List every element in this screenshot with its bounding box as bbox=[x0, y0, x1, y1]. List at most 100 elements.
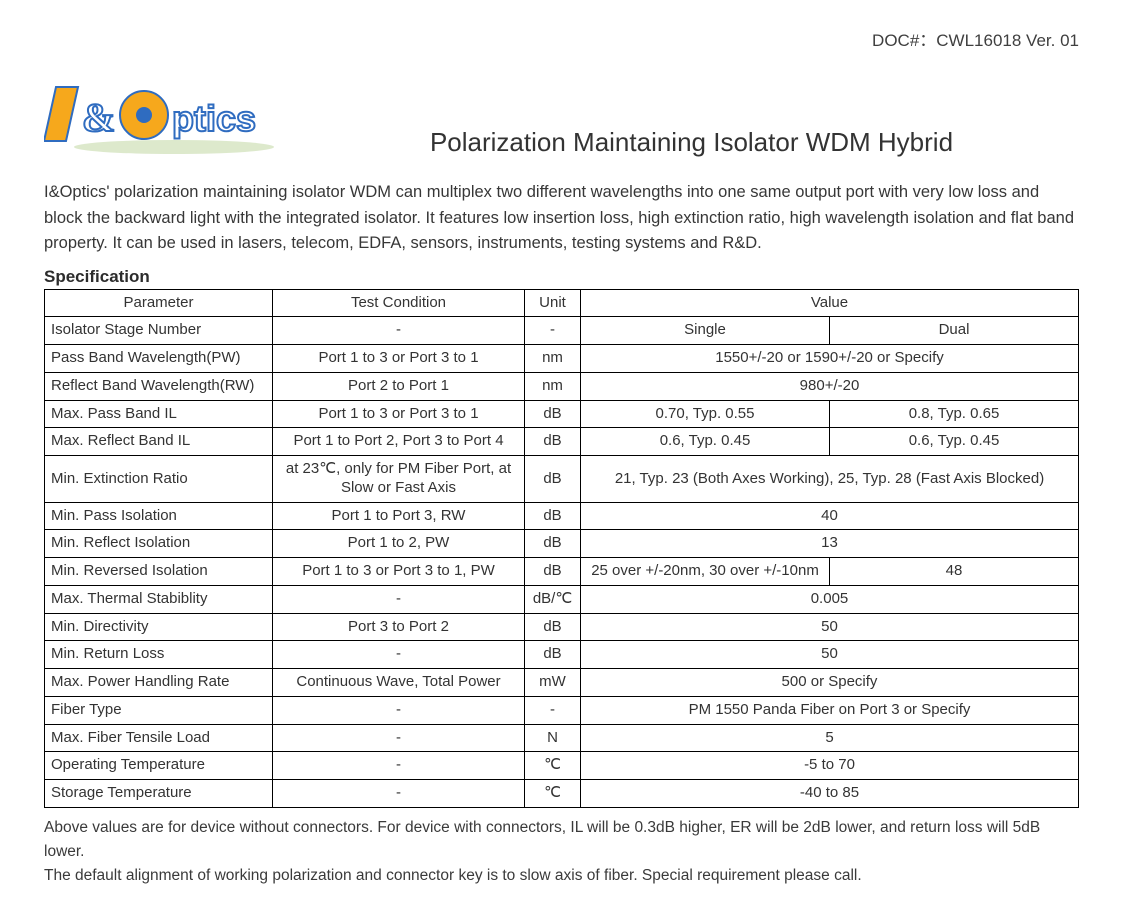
cell-cond: - bbox=[273, 696, 525, 724]
company-logo: & ptics bbox=[44, 79, 304, 160]
cell-cond: - bbox=[273, 724, 525, 752]
cell-value: 500 or Specify bbox=[581, 669, 1079, 697]
cell-param: Storage Temperature bbox=[45, 780, 273, 808]
footnote-line: The default alignment of working polariz… bbox=[44, 864, 1079, 888]
cell-unit: dB bbox=[525, 530, 581, 558]
cell-cond: Port 2 to Port 1 bbox=[273, 372, 525, 400]
cell-param: Max. Reflect Band IL bbox=[45, 428, 273, 456]
cell-unit: mW bbox=[525, 669, 581, 697]
cell-unit: dB bbox=[525, 641, 581, 669]
table-row: Pass Band Wavelength(PW) Port 1 to 3 or … bbox=[45, 345, 1079, 373]
table-row: Reflect Band Wavelength(RW) Port 2 to Po… bbox=[45, 372, 1079, 400]
cell-unit: ℃ bbox=[525, 752, 581, 780]
cell-value: 0.005 bbox=[581, 585, 1079, 613]
cell-unit: dB bbox=[525, 613, 581, 641]
cell-value: 0.6, Typ. 0.45 bbox=[581, 428, 830, 456]
cell-cond: Port 3 to Port 2 bbox=[273, 613, 525, 641]
cell-param: Min. Return Loss bbox=[45, 641, 273, 669]
cell-value: 50 bbox=[581, 613, 1079, 641]
table-row: Max. Reflect Band IL Port 1 to Port 2, P… bbox=[45, 428, 1079, 456]
cell-value: 48 bbox=[830, 558, 1079, 586]
table-row: Fiber Type - - PM 1550 Panda Fiber on Po… bbox=[45, 696, 1079, 724]
spec-table: Parameter Test Condition Unit Value Isol… bbox=[44, 289, 1079, 808]
svg-text:&: & bbox=[82, 95, 115, 140]
cell-cond: - bbox=[273, 641, 525, 669]
cell-value: -40 to 85 bbox=[581, 780, 1079, 808]
cell-param: Operating Temperature bbox=[45, 752, 273, 780]
cell-value: Single bbox=[581, 317, 830, 345]
cell-cond: - bbox=[273, 585, 525, 613]
table-row: Max. Power Handling Rate Continuous Wave… bbox=[45, 669, 1079, 697]
table-row: Max. Pass Band IL Port 1 to 3 or Port 3 … bbox=[45, 400, 1079, 428]
footnote-line: Above values are for device without conn… bbox=[44, 816, 1079, 864]
doc-number: DOC#：CWL16018 Ver. 01 bbox=[44, 26, 1079, 51]
cell-param: Min. Reflect Isolation bbox=[45, 530, 273, 558]
cell-param: Reflect Band Wavelength(RW) bbox=[45, 372, 273, 400]
cell-unit: - bbox=[525, 317, 581, 345]
cell-unit: ℃ bbox=[525, 780, 581, 808]
cell-value: 5 bbox=[581, 724, 1079, 752]
col-header-value: Value bbox=[581, 289, 1079, 317]
cell-cond: Port 1 to 3 or Port 3 to 1 bbox=[273, 345, 525, 373]
header-row: & ptics Polarization Maintaining Isolato… bbox=[44, 79, 1079, 160]
cell-param: Max. Pass Band IL bbox=[45, 400, 273, 428]
cell-value: PM 1550 Panda Fiber on Port 3 or Specify bbox=[581, 696, 1079, 724]
cell-cond: - bbox=[273, 780, 525, 808]
cell-param: Fiber Type bbox=[45, 696, 273, 724]
col-header-parameter: Parameter bbox=[45, 289, 273, 317]
cell-param: Min. Directivity bbox=[45, 613, 273, 641]
logo-svg: & ptics bbox=[44, 79, 304, 155]
cell-value: 40 bbox=[581, 502, 1079, 530]
table-row: Operating Temperature - ℃ -5 to 70 bbox=[45, 752, 1079, 780]
page-title: Polarization Maintaining Isolator WDM Hy… bbox=[304, 127, 1079, 160]
intro-paragraph: I&Optics' polarization maintaining isola… bbox=[44, 180, 1079, 257]
svg-text:ptics: ptics bbox=[172, 98, 256, 139]
cell-unit: dB bbox=[525, 558, 581, 586]
cell-unit: N bbox=[525, 724, 581, 752]
cell-unit: dB bbox=[525, 456, 581, 503]
cell-param: Max. Power Handling Rate bbox=[45, 669, 273, 697]
cell-param: Isolator Stage Number bbox=[45, 317, 273, 345]
cell-cond: - bbox=[273, 317, 525, 345]
table-row: Min. Pass Isolation Port 1 to Port 3, RW… bbox=[45, 502, 1079, 530]
cell-value: 21, Typ. 23 (Both Axes Working), 25, Typ… bbox=[581, 456, 1079, 503]
spec-heading: Specification bbox=[44, 267, 1079, 287]
cell-value: 980+/-20 bbox=[581, 372, 1079, 400]
table-row: Storage Temperature - ℃ -40 to 85 bbox=[45, 780, 1079, 808]
table-header-row: Parameter Test Condition Unit Value bbox=[45, 289, 1079, 317]
cell-unit: dB bbox=[525, 400, 581, 428]
cell-unit: dB bbox=[525, 502, 581, 530]
footnotes: Above values are for device without conn… bbox=[44, 816, 1079, 888]
cell-param: Min. Reversed Isolation bbox=[45, 558, 273, 586]
table-row: Min. Reversed Isolation Port 1 to 3 or P… bbox=[45, 558, 1079, 586]
table-row: Min. Directivity Port 3 to Port 2 dB 50 bbox=[45, 613, 1079, 641]
table-row: Min. Extinction Ratio at 23℃, only for P… bbox=[45, 456, 1079, 503]
cell-unit: nm bbox=[525, 345, 581, 373]
col-header-test-condition: Test Condition bbox=[273, 289, 525, 317]
cell-value: -5 to 70 bbox=[581, 752, 1079, 780]
col-header-unit: Unit bbox=[525, 289, 581, 317]
table-row: Max. Fiber Tensile Load - N 5 bbox=[45, 724, 1079, 752]
cell-cond: Port 1 to 3 or Port 3 to 1, PW bbox=[273, 558, 525, 586]
cell-unit: dB bbox=[525, 428, 581, 456]
cell-cond: Port 1 to 3 or Port 3 to 1 bbox=[273, 400, 525, 428]
cell-value: 25 over +/-20nm, 30 over +/-10nm bbox=[581, 558, 830, 586]
cell-value: 0.70, Typ. 0.55 bbox=[581, 400, 830, 428]
cell-cond: Port 1 to Port 2, Port 3 to Port 4 bbox=[273, 428, 525, 456]
table-row: Isolator Stage Number - - Single Dual bbox=[45, 317, 1079, 345]
cell-cond: Port 1 to Port 3, RW bbox=[273, 502, 525, 530]
cell-unit: - bbox=[525, 696, 581, 724]
table-row: Max. Thermal Stabiblity - dB/℃ 0.005 bbox=[45, 585, 1079, 613]
cell-cond: - bbox=[273, 752, 525, 780]
cell-cond: Port 1 to 2, PW bbox=[273, 530, 525, 558]
cell-param: Max. Thermal Stabiblity bbox=[45, 585, 273, 613]
cell-value: Dual bbox=[830, 317, 1079, 345]
page: DOC#：CWL16018 Ver. 01 & ptics Polarizati… bbox=[0, 0, 1123, 918]
cell-value: 0.8, Typ. 0.65 bbox=[830, 400, 1079, 428]
cell-cond: Continuous Wave, Total Power bbox=[273, 669, 525, 697]
cell-value: 1550+/-20 or 1590+/-20 or Specify bbox=[581, 345, 1079, 373]
cell-param: Pass Band Wavelength(PW) bbox=[45, 345, 273, 373]
cell-value: 0.6, Typ. 0.45 bbox=[830, 428, 1079, 456]
cell-unit: nm bbox=[525, 372, 581, 400]
cell-param: Max. Fiber Tensile Load bbox=[45, 724, 273, 752]
